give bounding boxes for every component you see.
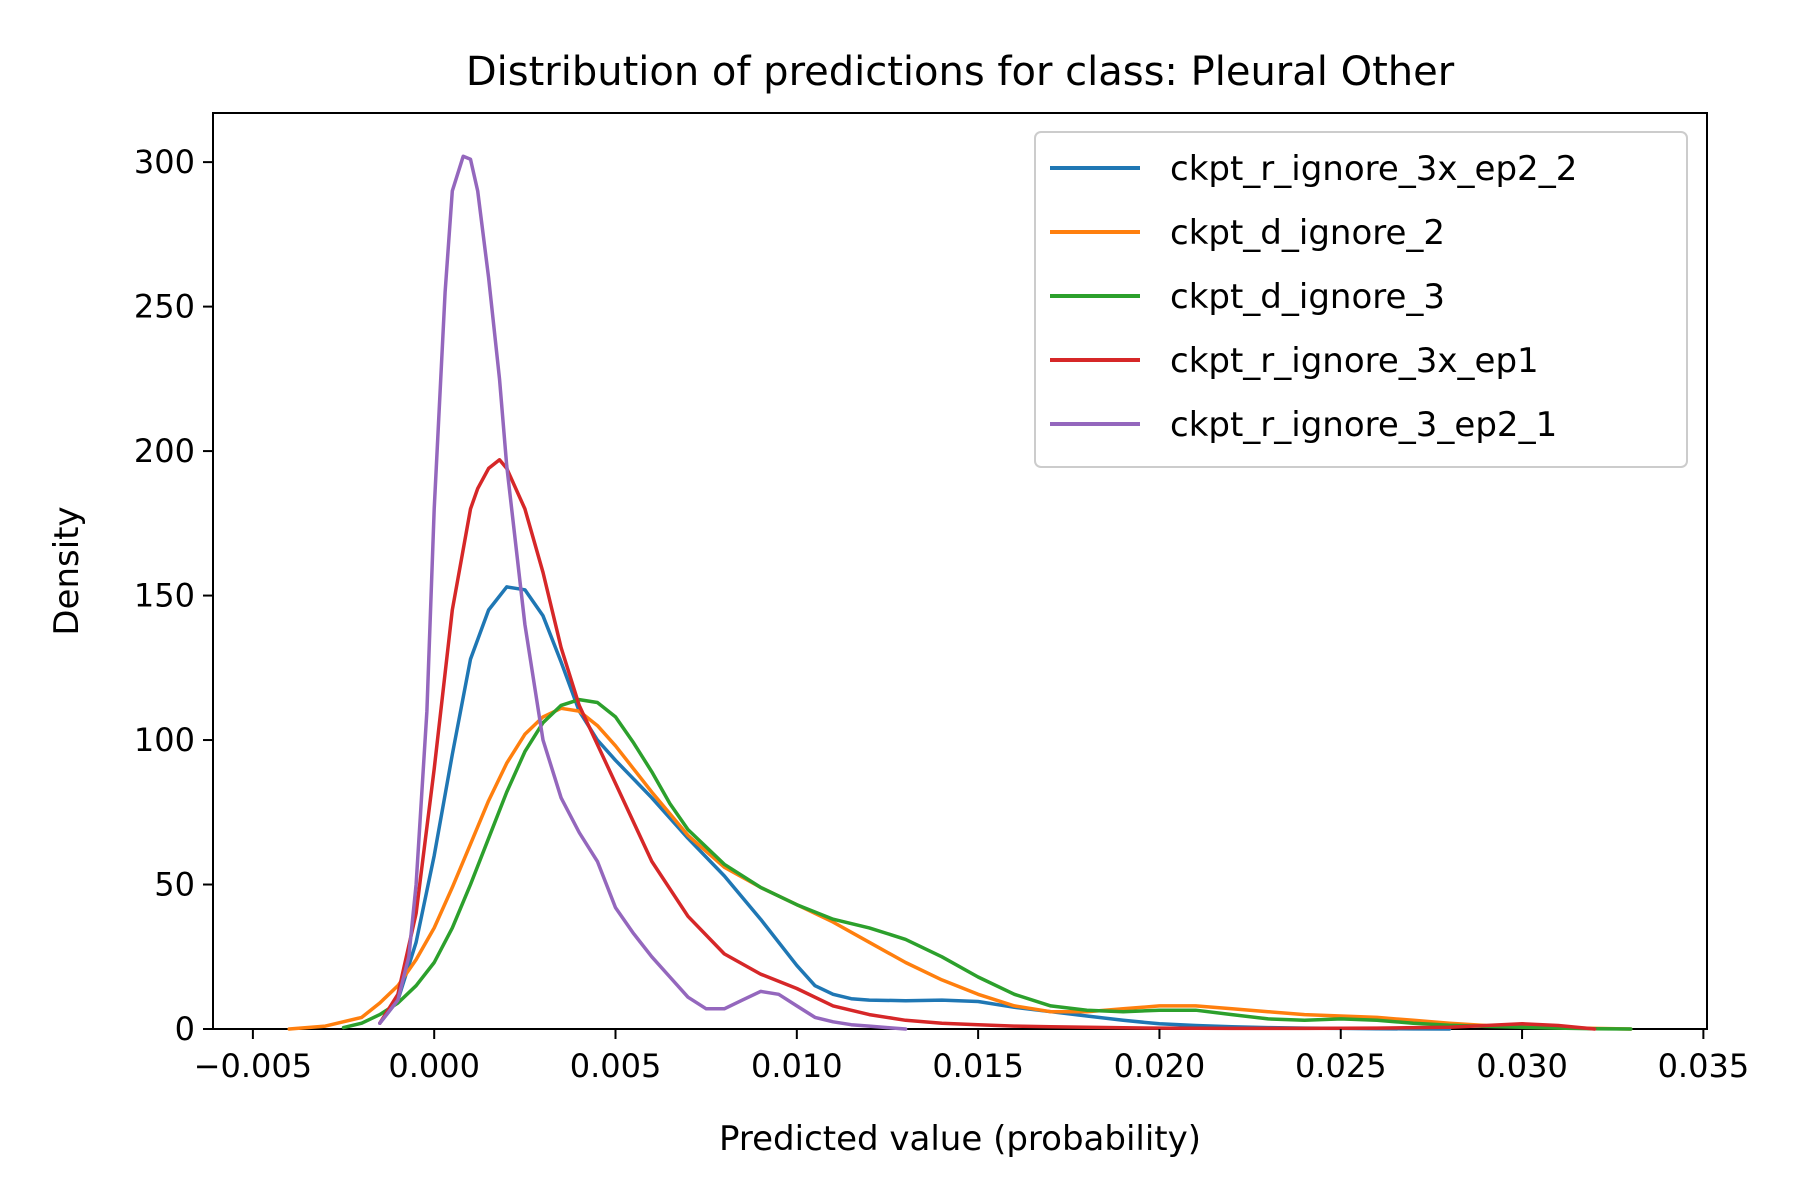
series-line-1 [378,585,1452,1031]
chart-title: Distribution of predictions for class: P… [466,49,1455,95]
series-line-4 [378,458,1597,1031]
x-axis-ticks: −0.005 0.000 0.005 0.010 0.015 0.020 0.025 0.03… [194,1029,1750,1085]
legend-box [1034,131,1688,468]
plot-frame [212,112,1708,1030]
y-tick-label: 0 [175,1010,195,1048]
legend-label: ckpt_r_ignore_3x_ep2_2 [1170,149,1577,189]
y-tick-label: 200 [134,432,195,470]
legend: ckpt_r_ignore_3x_ep2_2 ckpt_d_ignore_2ckp… [1034,131,1688,468]
x-tick-label: 0.025 [1295,1047,1387,1085]
y-axis-label: Density [47,506,87,635]
x-tick-label: 0.035 [1658,1047,1750,1085]
legend-label: ckpt_d_ignore_2 [1170,213,1445,253]
y-tick-label: 50 [154,866,195,904]
x-tick-label: 0.010 [751,1047,843,1085]
y-tick-label: 150 [134,577,195,615]
series-line-3 [341,697,1633,1031]
x-tick-label: 0.005 [570,1047,662,1085]
legend-label: ckpt_r_ignore_3_ep2_1 [1170,405,1557,445]
x-tick-label: 0.020 [1114,1047,1206,1085]
x-tick-label: 0.030 [1476,1047,1568,1085]
y-tick-label: 300 [134,143,195,181]
y-tick-label: 250 [134,288,195,326]
series-group [287,154,1633,1031]
y-axis-ticks: 0 50 100 150 200 250 300 [134,143,213,1048]
series-line-2 [287,706,1633,1031]
x-axis-label: Predicted value (probability) [719,1119,1201,1159]
legend-label: ckpt_d_ignore_3 [1170,277,1445,317]
legend-label: ckpt_r_ignore_3x_ep1 [1170,341,1539,381]
y-tick-label: 100 [134,721,195,759]
x-tick-label: 0.015 [932,1047,1024,1085]
x-tick-label: −0.005 [194,1047,312,1085]
x-tick-label: 0.000 [388,1047,480,1085]
series-line-5 [378,154,908,1031]
